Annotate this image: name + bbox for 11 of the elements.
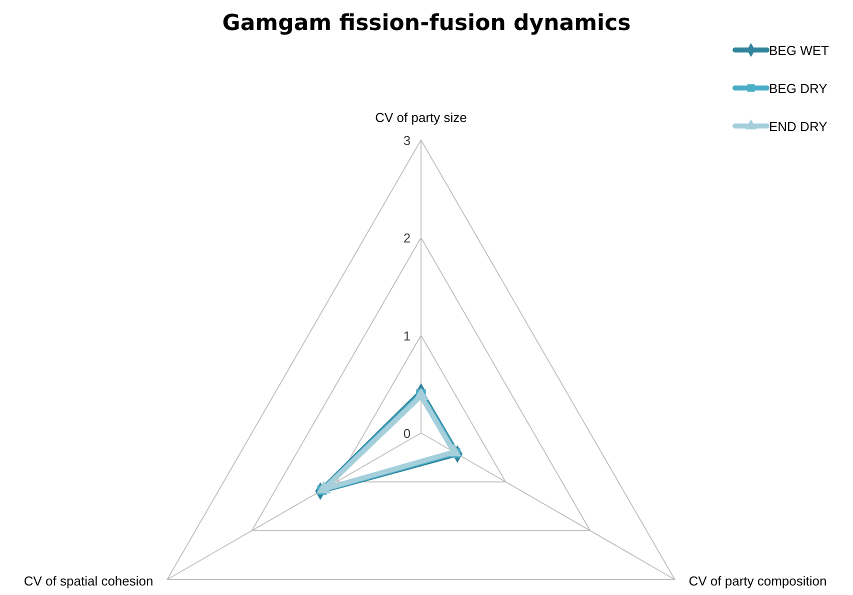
spoke-label: CV of party composition (688, 574, 827, 588)
legend-label: END DRY (769, 119, 828, 134)
legend-label: BEG WET (769, 43, 830, 58)
y-tick-label: 1 (403, 328, 411, 344)
y-tick-label: 2 (403, 230, 411, 246)
spoke-label: CV of spatial cohesion (24, 574, 154, 588)
chart-title: Gamgam fission-fusion dynamics (222, 11, 631, 36)
y-tick-label: 0 (403, 426, 411, 441)
y-tick-label: 3 (403, 133, 411, 148)
spoke-label: CV of party size (375, 110, 467, 125)
legend-label: BEG DRY (769, 81, 828, 96)
